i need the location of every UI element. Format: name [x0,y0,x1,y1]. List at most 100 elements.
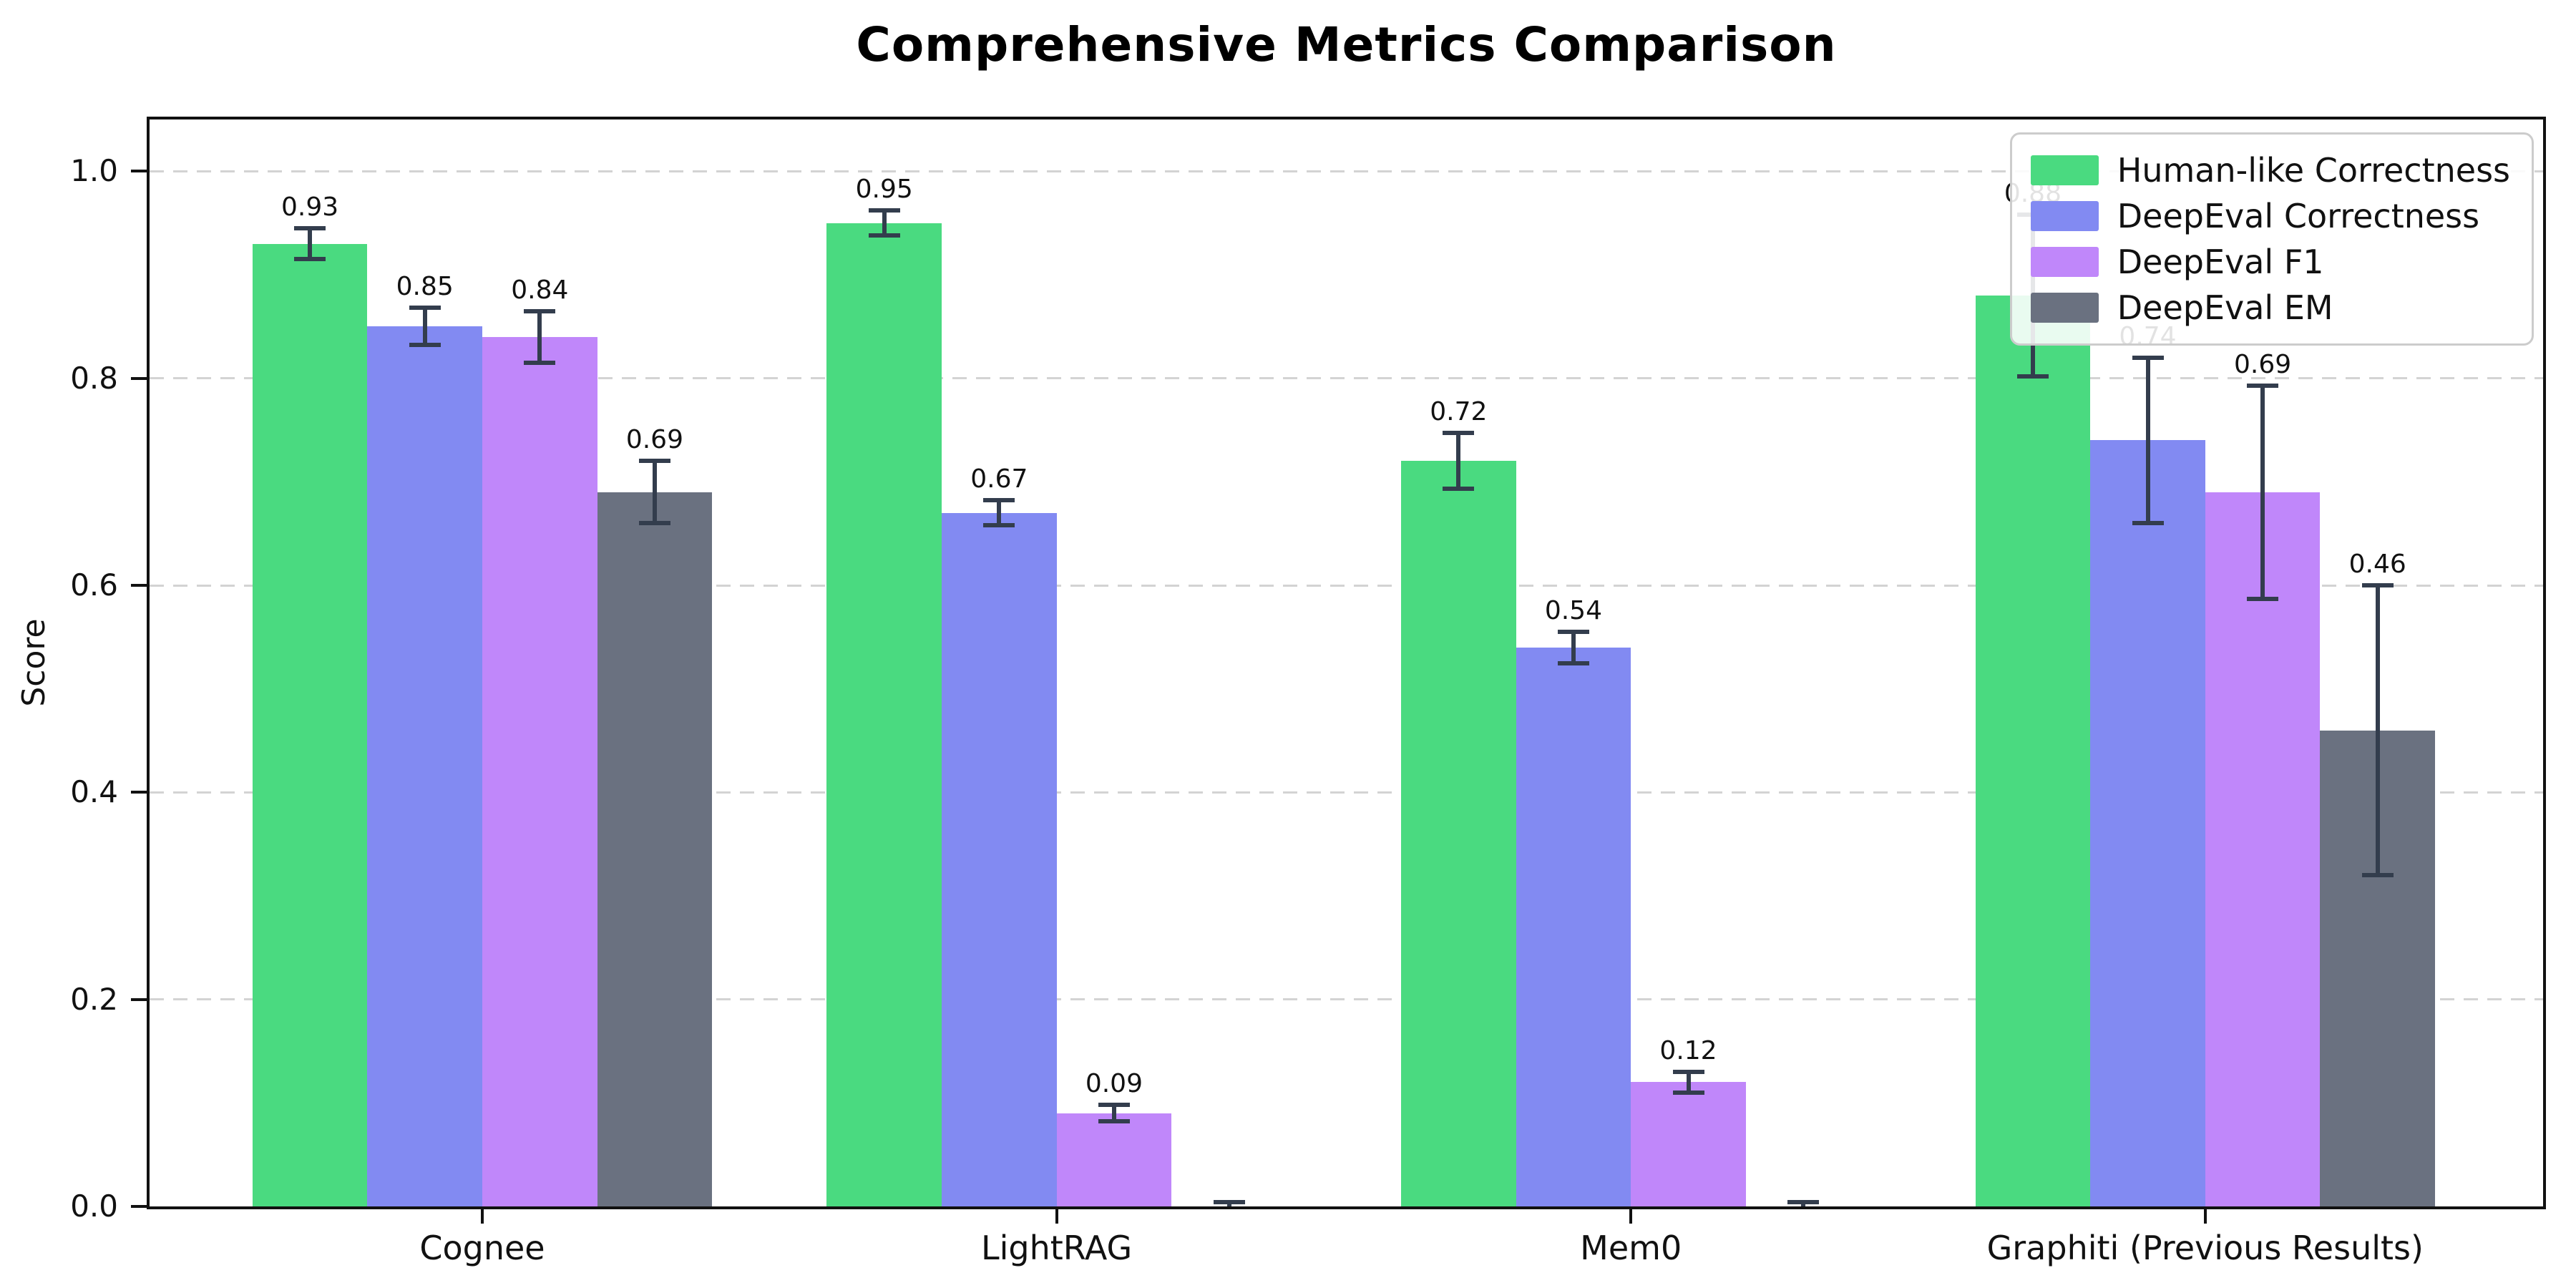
y-tick-label: 1.0 [70,153,118,189]
error-bar-cap [2132,521,2164,526]
y-tick-label: 0.4 [70,774,118,810]
legend-item: DeepEval Correctness [2030,193,2510,239]
y-tick-label: 0.2 [70,981,118,1017]
error-bar [2145,357,2150,524]
bar-human-like-correctness-lightrag [826,223,942,1206]
error-bar-cap [1672,1069,1704,1074]
legend-swatch [2030,155,2099,185]
error-bar-cap [294,225,326,230]
legend-swatch [2030,293,2099,323]
x-tick-label-lightrag: LightRAG [980,1229,1133,1267]
bar-human-like-correctness-cognee [252,243,368,1206]
y-tick-label: 0.8 [70,360,118,396]
error-bar-cap [294,257,326,262]
bar-deepeval-correctness-graphiti-previous-results [2090,440,2205,1206]
error-bar [537,311,542,363]
error-bar-cap [1098,1103,1130,1108]
legend-label: DeepEval F1 [2117,243,2324,281]
error-bar [2375,585,2380,876]
error-bar-cap [1213,1200,1245,1205]
legend-label: Human-like Correctness [2117,151,2510,190]
legend-swatch [2030,247,2099,277]
gridline [150,170,2543,172]
bar-deepeval-f1-cognee [482,336,597,1206]
x-tick-label-cognee: Cognee [419,1229,545,1267]
error-bar-cap [2361,583,2394,587]
x-tick-mark [2203,1209,2207,1224]
bar-value-label: 0.69 [2234,349,2292,379]
plot-area: 0.930.950.720.880.850.670.540.740.840.09… [147,117,2546,1209]
bar-deepeval-correctness-cognee [367,326,482,1206]
legend-item: DeepEval F1 [2030,239,2510,285]
legend-label: DeepEval EM [2117,288,2333,327]
bar-value-label: 0.12 [1659,1035,1717,1065]
error-bar-cap [638,459,670,464]
error-bar [997,500,1002,526]
bar-deepeval-em-cognee [597,492,713,1206]
error-bar-cap [1443,431,1475,436]
x-tick-mark [481,1209,484,1224]
bar-value-label: 0.93 [281,192,339,222]
bar-deepeval-correctness-lightrag [942,512,1057,1206]
x-tick-mark [1629,1209,1633,1224]
bar-value-label: 0.95 [855,175,913,205]
error-bar-cap [1098,1119,1130,1124]
error-bar-cap [409,343,441,348]
error-bar-cap [2247,383,2279,388]
error-bar-cap [868,208,900,213]
gridline [150,998,2543,1001]
legend-item: Human-like Correctness [2030,147,2510,193]
bar-value-label: 0.72 [1430,397,1488,427]
legend-label: DeepEval Correctness [2117,197,2480,235]
error-bar-cap [1443,487,1475,492]
error-bar [1111,1105,1116,1122]
error-bar-cap [983,523,1015,528]
gridline [150,791,2543,794]
bar-human-like-correctness-mem0 [1401,461,1516,1206]
error-bar-cap [2361,873,2394,878]
x-tick-label-mem0: Mem0 [1580,1229,1682,1267]
y-tick-mark [131,791,147,794]
bar-deepeval-correctness-mem0 [1516,647,1631,1206]
y-tick-mark [131,170,147,173]
error-bar [882,210,887,236]
error-bar-cap [524,308,556,313]
error-bar-cap [2247,596,2279,601]
x-tick-label-graphiti-previous-results: Graphiti (Previous Results) [1986,1229,2424,1267]
error-bar-cap [2016,374,2049,379]
bar-deepeval-f1-mem0 [1631,1082,1746,1206]
error-bar [2260,385,2265,599]
error-bar-cap [1672,1090,1704,1095]
gridline [150,584,2543,587]
error-bar [1456,433,1461,489]
error-bar-cap [868,233,900,238]
error-bar-cap [409,306,441,311]
bar-value-label: 0.84 [511,275,569,305]
y-tick-mark [131,997,147,1001]
error-bar [308,228,313,260]
bar-value-label: 0.54 [1544,596,1602,626]
y-tick-label: 0.0 [70,1189,118,1224]
y-tick-mark [131,584,147,587]
bar-deepeval-f1-graphiti-previous-results [2205,492,2321,1206]
x-tick-mark [1055,1209,1058,1224]
error-bar [1686,1071,1691,1093]
gridline [150,377,2543,380]
y-tick-mark [131,376,147,380]
bar-value-label: 0.85 [396,272,454,302]
bar-value-label: 0.09 [1085,1069,1143,1099]
bar-value-label: 0.67 [970,464,1028,494]
bar-value-label: 0.46 [2348,550,2406,579]
error-bar-cap [1787,1200,1820,1205]
error-bar-cap [638,521,670,526]
bar-human-like-correctness-graphiti-previous-results [1975,295,2091,1206]
error-bar-cap [1557,630,1589,635]
error-bar-cap [983,498,1015,503]
legend-item: DeepEval EM [2030,285,2510,331]
y-tick-label: 0.6 [70,567,118,602]
error-bar-cap [524,360,556,365]
y-tick-mark [131,1205,147,1208]
error-bar-cap [1557,660,1589,665]
bar-deepeval-f1-lightrag [1056,1113,1172,1206]
